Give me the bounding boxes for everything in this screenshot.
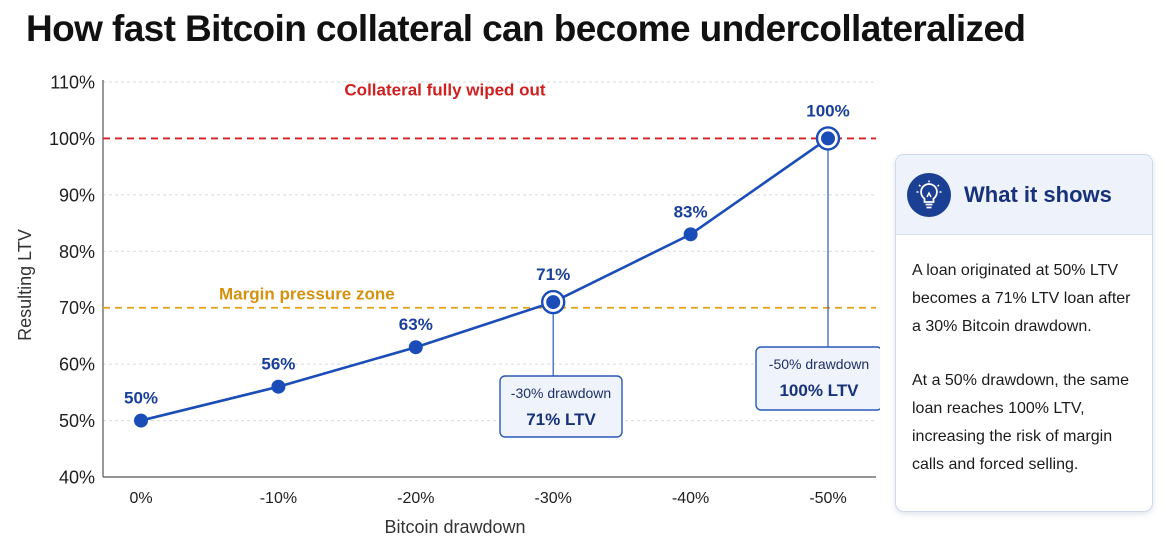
data-label: 83% [674,202,708,221]
data-point [408,340,423,355]
y-axis-title: Resulting LTV [15,229,35,341]
data-point [271,379,286,394]
y-tick-label: 110% [50,73,95,93]
panel-title: What it shows [964,181,1112,207]
callout-line-2: 71% LTV [526,410,596,429]
callout-box [755,346,880,411]
data-point [683,227,698,242]
lightbulb-icon [907,172,951,217]
data-point [821,131,835,146]
panel-header: What it shows [896,155,1152,235]
x-tick-label: -20% [397,490,434,507]
y-tick-label: 90% [59,185,95,205]
panel-paragraph-2: At a 50% drawdown, the same loan reaches… [912,372,1130,473]
data-label: 56% [261,355,295,374]
y-tick-label: 50% [59,411,95,431]
y-tick-label: 40% [59,468,95,488]
panel-body: A loan originated at 50% LTV becomes a 7… [896,235,1152,479]
callout-box [499,375,623,438]
data-point [134,413,148,428]
callout-line-1: -50% drawdown [769,356,869,372]
x-tick-label: -40% [672,490,709,507]
x-axis-title: Bitcoin drawdown [384,517,525,537]
reference-line-label: Margin pressure zone [219,285,395,304]
what-it-shows-panel: What it shows A loan originated at 50% L… [895,154,1153,512]
x-tick-label: 0% [129,490,152,507]
y-tick-label: 100% [49,129,95,149]
reference-line-label: Collateral fully wiped out [344,80,546,99]
callout-line-2: 100% LTV [779,381,859,400]
callout-line-1: -30% drawdown [511,385,611,401]
y-tick-label: 70% [59,298,95,318]
data-label: 100% [806,101,849,120]
chart-title: How fast Bitcoin collateral can become u… [26,8,1026,49]
ltv-line-chart: 40% 50% 60% 70% 80% 90% 100% 110% 0% -10% -20% -30%… [15,73,880,537]
data-point [546,295,561,310]
x-tick-label: -50% [809,490,846,507]
x-tick-label: -30% [535,490,572,507]
data-label: 50% [124,389,158,408]
series-line [140,137,829,422]
y-tick-label: 60% [59,355,95,375]
data-label: 63% [399,315,433,334]
y-tick-label: 80% [59,242,95,262]
data-label: 71% [536,265,570,284]
x-tick-label: -10% [260,490,297,507]
panel-paragraph-1: A loan originated at 50% LTV becomes a 7… [912,262,1131,335]
